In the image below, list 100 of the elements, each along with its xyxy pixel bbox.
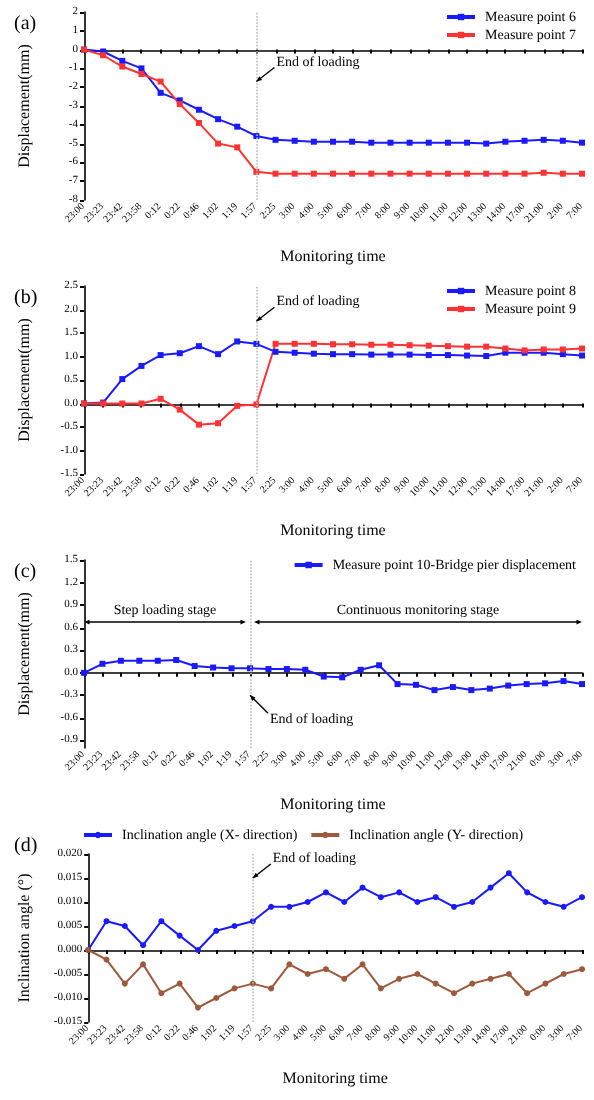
point bbox=[272, 340, 279, 347]
point bbox=[425, 170, 432, 177]
point bbox=[291, 349, 298, 356]
point bbox=[121, 923, 128, 929]
point bbox=[291, 170, 298, 177]
point bbox=[376, 662, 383, 669]
point bbox=[349, 351, 356, 358]
point bbox=[330, 341, 336, 348]
point bbox=[414, 899, 421, 905]
point bbox=[377, 894, 384, 901]
point bbox=[341, 975, 348, 982]
chart-title: (b) bbox=[14, 287, 38, 309]
point bbox=[265, 666, 272, 673]
point bbox=[469, 980, 476, 987]
point bbox=[195, 343, 202, 350]
point bbox=[330, 170, 336, 177]
y-axis-title: Displacement(mm) bbox=[15, 317, 33, 442]
point bbox=[119, 63, 126, 70]
point bbox=[103, 918, 110, 925]
point bbox=[304, 899, 311, 905]
point bbox=[486, 685, 493, 692]
point bbox=[444, 343, 451, 350]
point bbox=[195, 421, 202, 428]
point bbox=[413, 681, 419, 688]
point bbox=[450, 903, 457, 910]
point bbox=[444, 139, 451, 146]
point bbox=[176, 980, 183, 987]
point bbox=[140, 942, 147, 949]
point bbox=[387, 139, 394, 146]
point bbox=[310, 340, 317, 347]
point bbox=[524, 889, 531, 896]
chart-title: (c) bbox=[14, 561, 37, 583]
point bbox=[396, 889, 403, 896]
point bbox=[138, 71, 145, 78]
point bbox=[310, 350, 317, 357]
x-axis-title: Monitoring time bbox=[280, 247, 387, 265]
point bbox=[234, 144, 241, 151]
point bbox=[291, 340, 298, 347]
point bbox=[310, 170, 317, 177]
point bbox=[158, 990, 165, 997]
point bbox=[119, 57, 126, 64]
point bbox=[406, 351, 413, 358]
point bbox=[283, 666, 290, 673]
point bbox=[502, 170, 509, 177]
point bbox=[521, 170, 528, 177]
point bbox=[505, 971, 512, 977]
point bbox=[505, 870, 512, 877]
chart-title: (a) bbox=[14, 13, 37, 35]
point bbox=[464, 352, 471, 359]
point bbox=[540, 169, 547, 176]
point bbox=[286, 961, 293, 968]
point bbox=[117, 657, 124, 664]
line-series bbox=[81, 340, 585, 428]
point bbox=[215, 140, 222, 147]
point bbox=[377, 985, 384, 992]
x-axis-title: Monitoring time bbox=[280, 795, 387, 813]
point bbox=[425, 342, 432, 349]
point bbox=[487, 884, 494, 891]
point bbox=[464, 170, 471, 177]
point bbox=[272, 170, 279, 177]
y-axis-title: Inclination angle (°) bbox=[15, 872, 33, 1003]
point bbox=[213, 995, 220, 1001]
point bbox=[483, 140, 490, 147]
point bbox=[176, 932, 183, 939]
point bbox=[194, 1004, 201, 1011]
point bbox=[157, 395, 164, 402]
point bbox=[136, 657, 143, 664]
point bbox=[425, 139, 432, 146]
point bbox=[431, 687, 438, 694]
point bbox=[234, 338, 241, 345]
point bbox=[349, 341, 356, 348]
point bbox=[215, 116, 222, 123]
point bbox=[322, 889, 329, 896]
point bbox=[483, 343, 490, 350]
point bbox=[210, 664, 217, 671]
point bbox=[406, 170, 413, 177]
point bbox=[349, 170, 356, 177]
point bbox=[505, 682, 512, 689]
point bbox=[176, 350, 183, 357]
point bbox=[268, 985, 275, 992]
point bbox=[368, 170, 375, 177]
point bbox=[406, 139, 413, 146]
point bbox=[468, 687, 475, 694]
point bbox=[425, 352, 432, 359]
point bbox=[483, 353, 490, 360]
point bbox=[173, 657, 180, 664]
point bbox=[268, 903, 275, 910]
point bbox=[304, 971, 311, 977]
point bbox=[341, 899, 348, 905]
point bbox=[387, 170, 394, 177]
line-series bbox=[85, 870, 585, 953]
point bbox=[464, 343, 471, 350]
point bbox=[579, 139, 585, 146]
point bbox=[215, 420, 222, 427]
point bbox=[310, 138, 317, 145]
line-series bbox=[81, 657, 585, 694]
point bbox=[213, 927, 220, 934]
point bbox=[322, 966, 329, 973]
point bbox=[559, 346, 566, 353]
point bbox=[215, 351, 222, 358]
